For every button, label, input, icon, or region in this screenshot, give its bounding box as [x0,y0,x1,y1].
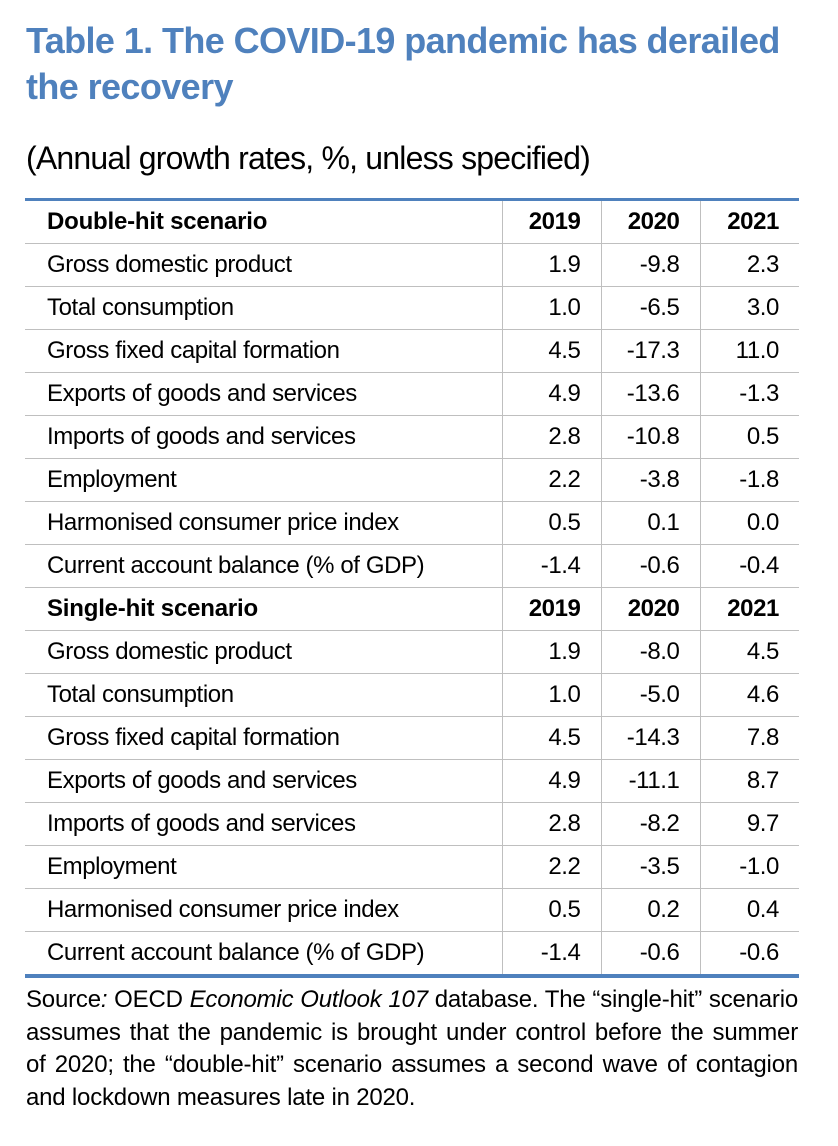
row-label: Total consumption [25,673,502,717]
table-row: Exports of goods and services 4.9 -11.1 8.7 [25,759,799,803]
row-label: Current account balance (% of GDP) [25,931,502,978]
cell-value: 1.0 [501,286,601,330]
cell-value: -1.4 [501,544,601,588]
row-label: Employment [25,845,502,889]
row-label: Gross domestic product [25,630,502,674]
section-header-double-hit: Double-hit scenario 2019 2020 2021 [25,198,799,244]
cell-value: -8.2 [600,802,700,846]
table-row: Employment 2.2 -3.8 -1.8 [25,458,799,502]
source-publication: Economic Outlook 107 [189,986,428,1013]
cell-value: -3.5 [600,845,700,889]
table-subtitle: (Annual growth rates, %, unless specifie… [26,140,591,176]
year-header: 2020 [600,587,700,631]
table-row: Current account balance (% of GDP) -1.4 -0… [25,931,799,978]
table-row: Exports of goods and services 4.9 -13.6 -1.… [25,372,799,416]
cell-value: 8.7 [699,759,799,803]
row-label: Gross domestic product [25,243,502,287]
cell-value: -1.0 [699,845,799,889]
year-header: 2020 [600,198,700,244]
cell-value: 3.0 [699,286,799,330]
cell-value: 0.5 [501,888,601,932]
cell-value: 4.5 [501,329,601,373]
cell-value: 2.8 [501,415,601,459]
source-colon: : [100,986,108,1013]
cell-value: 9.7 [699,802,799,846]
cell-value: 2.3 [699,243,799,287]
row-label: Employment [25,458,502,502]
row-label: Exports of goods and services [25,759,502,803]
row-label: Harmonised consumer price index [25,888,502,932]
table-row: Gross fixed capital formation 4.5 -14.3 7.8 [25,716,799,760]
cell-value: -6.5 [600,286,700,330]
cell-value: -1.8 [699,458,799,502]
cell-value: 0.5 [699,415,799,459]
cell-value: 4.5 [501,716,601,760]
cell-value: 7.8 [699,716,799,760]
table-row: Total consumption 1.0 -5.0 4.6 [25,673,799,717]
source-note: Source: OECD Economic Outlook 107 databa… [26,984,798,1114]
source-prefix: Source [26,986,101,1013]
cell-value: -9.8 [600,243,700,287]
growth-table: Double-hit scenario 2019 2020 2021 Gross… [25,198,799,978]
source-pre-italic: OECD [107,986,190,1013]
row-label: Imports of goods and services [25,415,502,459]
table-row: Gross domestic product 1.9 -8.0 4.5 [25,630,799,674]
table-row: Current account balance (% of GDP) -1.4 -0… [25,544,799,588]
table-row: Harmonised consumer price index 0.5 0.1 0.0 [25,501,799,545]
cell-value: -10.8 [600,415,700,459]
cell-value: -1.3 [699,372,799,416]
cell-value: -0.6 [600,544,700,588]
cell-value: 0.1 [600,501,700,545]
cell-value: 0.0 [699,501,799,545]
cell-value: -8.0 [600,630,700,674]
year-header: 2021 [699,198,799,244]
cell-value: -1.4 [501,931,601,978]
cell-value: 4.9 [501,372,601,416]
cell-value: 4.5 [699,630,799,674]
table-title: Table 1. The COVID-19 pandemic has derai… [26,20,780,107]
cell-value: -3.8 [600,458,700,502]
row-label: Gross fixed capital formation [25,329,502,373]
cell-value: 1.9 [501,243,601,287]
table-row: Gross fixed capital formation 4.5 -17.3 11.… [25,329,799,373]
cell-value: 2.2 [501,845,601,889]
row-label: Total consumption [25,286,502,330]
cell-value: 4.9 [501,759,601,803]
year-header: 2019 [501,198,601,244]
row-label: Exports of goods and services [25,372,502,416]
source-text: database. The “single-hit” scenario assu… [26,986,799,1111]
section-heading: Single-hit scenario [25,587,502,631]
year-header: 2019 [501,587,601,631]
section-header-single-hit: Single-hit scenario 2019 2020 2021 [25,587,799,631]
row-label: Current account balance (% of GDP) [25,544,502,588]
cell-value: 2.2 [501,458,601,502]
cell-value: -13.6 [600,372,700,416]
cell-value: -11.1 [600,759,700,803]
year-header: 2021 [699,587,799,631]
row-label: Gross fixed capital formation [25,716,502,760]
row-label: Imports of goods and services [25,802,502,846]
table-row: Employment 2.2 -3.5 -1.0 [25,845,799,889]
row-label: Harmonised consumer price index [25,501,502,545]
cell-value: -17.3 [600,329,700,373]
cell-value: 11.0 [699,329,799,373]
cell-value: -5.0 [600,673,700,717]
cell-value: 0.5 [501,501,601,545]
cell-value: -0.6 [699,931,799,978]
table-row: Total consumption 1.0 -6.5 3.0 [25,286,799,330]
cell-value: -0.6 [600,931,700,978]
table-row: Imports of goods and services 2.8 -8.2 9.7 [25,802,799,846]
table-row: Harmonised consumer price index 0.5 0.2 0.4 [25,888,799,932]
cell-value: 0.2 [600,888,700,932]
table-row: Imports of goods and services 2.8 -10.8 0.5 [25,415,799,459]
cell-value: 0.4 [699,888,799,932]
table-row: Gross domestic product 1.9 -9.8 2.3 [25,243,799,287]
section-heading: Double-hit scenario [25,198,502,244]
cell-value: 4.6 [699,673,799,717]
cell-value: 1.9 [501,630,601,674]
cell-value: 2.8 [501,802,601,846]
cell-value: 1.0 [501,673,601,717]
cell-value: -0.4 [699,544,799,588]
cell-value: -14.3 [600,716,700,760]
